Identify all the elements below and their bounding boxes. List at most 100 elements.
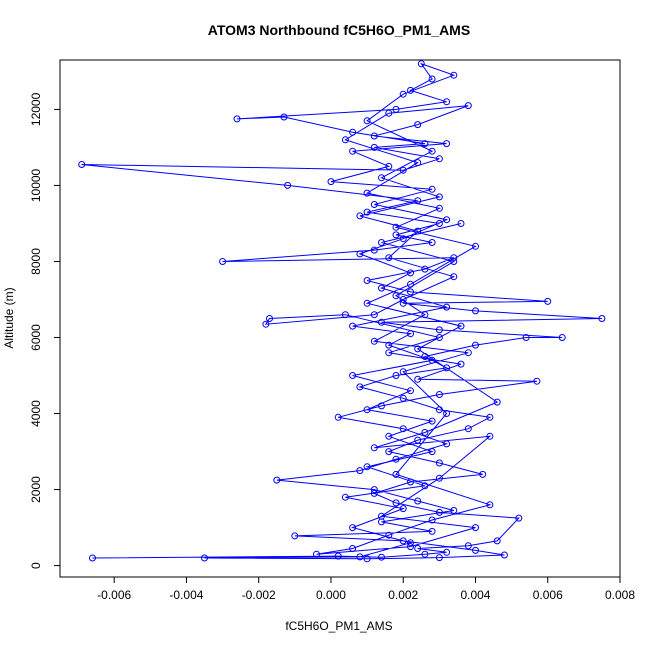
data-point (450, 507, 458, 514)
data-point (341, 493, 349, 501)
data-point (414, 497, 422, 505)
data-point (370, 337, 378, 345)
data-point (313, 550, 320, 558)
data-point (443, 364, 451, 372)
data-point (385, 432, 393, 440)
data-point (349, 147, 357, 155)
data-point (363, 277, 371, 284)
data-point (472, 307, 479, 315)
data-point (428, 147, 436, 155)
y-tick-label: 4000 (29, 400, 43, 427)
data-point (443, 140, 451, 148)
data-point (407, 478, 414, 486)
data-point (385, 349, 393, 357)
data-point (435, 508, 443, 516)
data-point (435, 406, 443, 414)
chart-title: ATOM3 Northbound fC5H6O_PM1_AMS (208, 22, 470, 38)
data-point (385, 254, 393, 262)
data-point (407, 330, 414, 338)
data-point (370, 201, 378, 208)
data-point (78, 161, 86, 168)
data-point (378, 553, 385, 561)
data-point (443, 548, 451, 556)
data-point (414, 227, 422, 235)
data-point (493, 398, 501, 406)
data-point (378, 284, 385, 292)
series-layer (78, 60, 606, 563)
data-point (414, 545, 422, 552)
data-point (428, 185, 436, 193)
data-point (370, 311, 378, 319)
data-point (201, 554, 208, 562)
data-point (435, 204, 443, 212)
x-tick-label: -0.004 (169, 588, 203, 602)
data-point (370, 444, 378, 452)
x-tick-label: 0.000 (316, 588, 346, 602)
data-point (392, 470, 400, 478)
data-point (435, 220, 443, 227)
data-point (407, 280, 414, 288)
series-line (81, 62, 602, 560)
data-point (349, 128, 357, 136)
data-point (443, 410, 451, 417)
data-point (370, 143, 378, 151)
y-tick-label: 12000 (29, 92, 43, 126)
data-point (399, 505, 407, 513)
data-point (349, 545, 357, 552)
data-point (443, 303, 451, 311)
data-point (414, 121, 422, 129)
data-point (472, 341, 479, 349)
data-point (399, 394, 407, 402)
x-tick-label: 0.006 (533, 588, 563, 602)
data-point (356, 383, 364, 391)
data-point (399, 368, 407, 376)
data-point (363, 299, 371, 307)
data-point (356, 250, 364, 258)
data-point (414, 345, 422, 353)
data-point (486, 501, 494, 509)
data-point (341, 311, 349, 319)
data-point (356, 553, 364, 561)
data-point (407, 387, 414, 395)
data-point (363, 189, 371, 197)
y-tick-label: 6000 (29, 324, 43, 351)
data-point (378, 512, 385, 520)
x-axis: -0.006 -0.004 -0.002 0.000 0.002 0.004 0.006 0.… (97, 577, 635, 602)
data-point (457, 322, 465, 330)
data-point (327, 178, 335, 186)
y-tick-label: 8000 (29, 248, 43, 275)
data-point (363, 406, 371, 414)
data-point (407, 269, 414, 277)
data-point (392, 231, 400, 239)
data-point (435, 474, 443, 482)
data-point (443, 440, 451, 448)
data-point (378, 402, 385, 410)
data-point (479, 470, 487, 478)
data-point (385, 341, 393, 349)
y-tick-label: 2000 (29, 476, 43, 503)
x-tick-label: -0.002 (242, 588, 276, 602)
data-point (399, 299, 407, 307)
data-point (370, 489, 378, 497)
data-point (421, 140, 429, 148)
data-point (598, 315, 606, 322)
data-point (407, 288, 414, 296)
data-point (522, 334, 530, 341)
data-point (392, 292, 400, 300)
data-point (472, 524, 479, 532)
data-point (472, 546, 479, 554)
data-point (464, 425, 472, 433)
data-point (349, 322, 357, 330)
data-point (414, 197, 422, 205)
x-tick-label: 0.004 (460, 588, 490, 602)
data-point (428, 527, 436, 535)
data-point (385, 448, 393, 456)
data-point (486, 413, 494, 421)
data-point (450, 273, 458, 281)
data-point (464, 542, 472, 550)
data-point (558, 334, 566, 341)
data-point (414, 436, 422, 444)
data-point (435, 391, 443, 398)
data-point (450, 71, 458, 79)
data-point (414, 375, 422, 383)
